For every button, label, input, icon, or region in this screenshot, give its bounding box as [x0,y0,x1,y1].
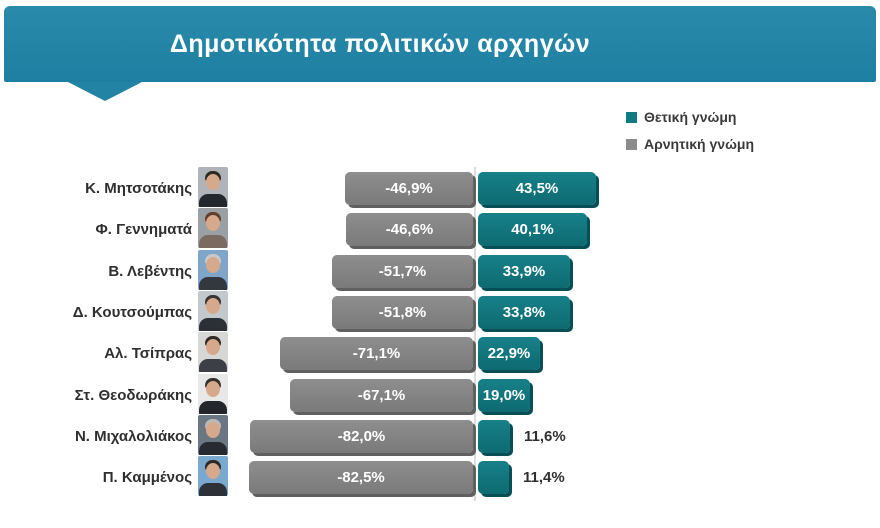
politician-name: Π. Καμμένος [102,469,192,486]
politician-photo [198,250,228,290]
positive-bar: 33,9% [478,255,570,288]
chart-row: Δ. Κουτσούμπας -51,8% 33,8% [0,291,880,334]
legend: Θετική γνώμη Αρνητική γνώμη [626,106,754,160]
negative-bar: -51,7% [332,255,473,288]
negative-swatch-icon [626,138,637,150]
chart-row: Π. Καμμένος -82,5% 11,4% [0,456,880,499]
avatar-shoulders [199,483,227,496]
negative-bar: -82,0% [250,420,473,453]
avatar-shoulders [199,235,227,248]
avatar-face [206,174,220,190]
avatar-shoulders [199,359,227,372]
avatar-face [206,339,220,355]
politician-photo [198,374,228,414]
positive-value-label: 11,4% [523,469,565,486]
politician-name: Δ. Κουτσούμπας [72,304,192,321]
politician-name: Στ. Θεοδωράκης [74,387,192,404]
avatar-face [206,422,220,438]
positive-bar: 33,8% [478,296,570,329]
legend-item-negative: Αρνητική γνώμη [626,133,754,155]
negative-bar: -46,6% [346,213,473,246]
politician-name: Β. Λεβέντης [108,263,192,280]
chart-row: Φ. Γεννηματά -46,6% 40,1% [0,208,880,251]
politician-name: Φ. Γεννηματά [95,221,192,238]
avatar-shoulders [199,194,227,207]
positive-bar [478,420,510,453]
negative-value-label: -46,9% [385,180,433,197]
negative-value-label: -67,1% [357,387,406,404]
avatar-face [206,381,220,397]
chart-row: Β. Λεβέντης -51,7% 33,9% [0,250,880,293]
chart-row: Κ. Μητσοτάκης -46,9% 43,5% [0,167,880,210]
banner-pointer-icon [68,82,142,101]
avatar-shoulders [199,318,227,331]
chart-row: Στ. Θεοδωράκης -67,1% 19,0% [0,374,880,417]
page-title: Δημοτικότητα πολιτικών αρχηγών [169,29,591,58]
positive-value-label: 33,8% [502,304,546,321]
avatar-face [206,463,220,479]
chart-row: Αλ. Τσίπρας -71,1% 22,9% [0,332,880,375]
negative-bar: -71,1% [280,337,473,370]
avatar-shoulders [199,277,227,290]
politician-photo [198,456,228,496]
positive-bar [478,461,509,494]
negative-value-label: -82,0% [337,428,386,445]
negative-value-label: -51,7% [378,263,427,280]
chart-row: Ν. Μιχαλολιάκος -82,0% 11,6% [0,415,880,458]
positive-bar: 43,5% [478,172,596,205]
negative-value-label: -82,5% [337,469,385,486]
legend-item-positive: Θετική γνώμη [626,106,754,128]
negative-bar: -82,5% [249,461,473,494]
avatar-shoulders [199,442,227,455]
negative-bar: -46,9% [345,172,473,205]
politician-name: Αλ. Τσίπρας [104,345,192,362]
politician-name: Κ. Μητσοτάκης [85,180,192,197]
positive-bar: 19,0% [478,379,530,412]
avatar-shoulders [199,401,227,414]
positive-value-label: 22,9% [487,345,531,362]
politician-photo [198,415,228,455]
negative-value-label: -51,8% [378,304,427,321]
positive-swatch-icon [626,111,637,123]
politician-photo [198,167,228,207]
politician-photo [198,291,228,331]
avatar-face [206,257,220,273]
politician-photo [198,332,228,372]
positive-value-label: 33,9% [502,263,546,280]
positive-bar: 40,1% [478,213,587,246]
avatar-face [206,215,220,231]
positive-value-label: 11,6% [524,428,566,445]
positive-value-label: 43,5% [515,180,559,197]
positive-bar: 22,9% [478,337,540,370]
avatar-face [206,298,220,314]
negative-value-label: -71,1% [352,345,401,362]
politician-photo [198,208,228,248]
positive-value-label: 40,1% [511,221,554,238]
negative-bar: -67,1% [290,379,473,412]
legend-positive-label: Θετική γνώμη [644,109,737,125]
negative-bar: -51,8% [332,296,473,329]
legend-negative-label: Αρνητική γνώμη [644,136,755,152]
negative-value-label: -46,6% [385,221,434,238]
politician-name: Ν. Μιχαλολιάκος [74,428,192,445]
title-banner: Δημοτικότητα πολιτικών αρχηγών [4,6,876,82]
axis-baseline [474,167,476,501]
positive-value-label: 19,0% [482,387,526,404]
